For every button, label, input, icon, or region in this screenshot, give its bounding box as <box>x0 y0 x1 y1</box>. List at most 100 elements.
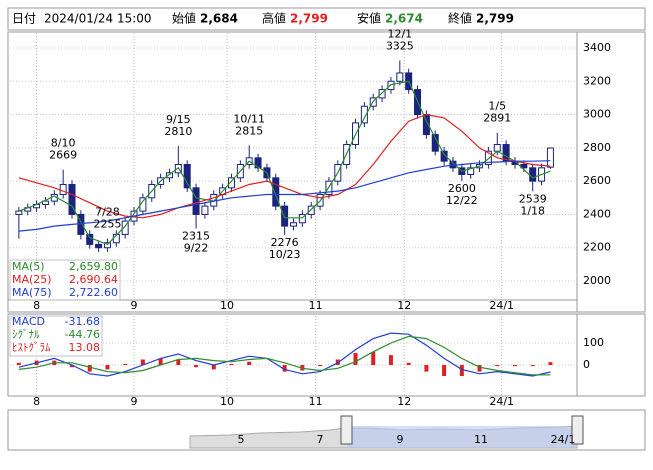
legend-name: MACD <box>12 315 45 328</box>
candle-body <box>86 233 94 245</box>
candle-body <box>165 172 173 179</box>
annotation: 2669 <box>49 149 77 162</box>
candle-body <box>467 167 475 175</box>
candle-body <box>227 177 235 189</box>
histogram-bar <box>282 365 287 372</box>
y-tick-label: 2400 <box>583 207 611 220</box>
histogram-bar <box>530 365 535 367</box>
histogram-bar <box>247 361 252 366</box>
annotation: 8/10 <box>51 137 76 150</box>
legend-name: ｼｸﾞﾅﾙ <box>12 328 40 341</box>
navigator-label: 24/1 <box>551 433 576 446</box>
histogram-bar <box>459 365 464 376</box>
histogram-bar <box>16 362 21 366</box>
candle-body <box>183 164 191 189</box>
histogram-bar <box>388 355 393 366</box>
candle-body <box>272 177 280 207</box>
series-line <box>18 160 551 232</box>
annotation: 12/22 <box>446 194 478 207</box>
x-tick-label: 12 <box>397 299 411 312</box>
candle-body <box>254 157 262 169</box>
series-line <box>18 332 551 377</box>
candle-body <box>396 72 404 82</box>
candle-body <box>484 150 492 166</box>
legend-name: MA(75) <box>12 286 52 299</box>
navigator-label: 7 <box>317 433 324 446</box>
histogram-bar <box>353 352 358 366</box>
histogram-bar <box>123 363 128 366</box>
candle-body <box>378 89 386 99</box>
legend-value: 2,690.64 <box>69 273 118 286</box>
histogram-bar <box>211 365 216 370</box>
y-tick-label: 2000 <box>583 274 611 287</box>
candle-body <box>529 167 537 182</box>
annotation: 1/5 <box>488 100 506 113</box>
annotation: 2891 <box>483 112 511 125</box>
candle-body <box>59 183 67 195</box>
x-tick-label: 9 <box>131 395 138 408</box>
annotation: 9/15 <box>166 113 191 126</box>
navigator-handle[interactable] <box>340 415 353 445</box>
legend-name: MA(5) <box>12 260 45 273</box>
annotation: 2276 <box>271 236 299 249</box>
navigator-selection[interactable] <box>347 426 578 448</box>
navigator-label: 5 <box>238 433 245 446</box>
histogram-bar <box>371 351 376 366</box>
candle-body <box>41 200 49 205</box>
header-value: 2,799 <box>290 12 328 26</box>
candle-body <box>493 144 501 152</box>
histogram-bar <box>406 362 411 366</box>
legend-value: 2,722.60 <box>69 286 118 299</box>
header-label: 始値 <box>172 11 196 26</box>
x-tick-label: 12 <box>397 395 411 408</box>
histogram-bar <box>194 365 199 368</box>
y-tick-label: 2600 <box>583 174 611 187</box>
histogram-bar <box>477 365 482 372</box>
candle-body <box>298 213 306 224</box>
candle-body <box>15 210 23 215</box>
x-tick-label: 10 <box>220 395 234 408</box>
histogram-bar <box>70 365 75 368</box>
legend-value: 2,659.80 <box>69 260 118 273</box>
x-tick-label: 10 <box>220 299 234 312</box>
candle-body <box>360 105 368 124</box>
x-tick-label: 8 <box>33 299 40 312</box>
header-value: 2,684 <box>200 12 238 26</box>
histogram-bar <box>548 362 553 366</box>
y-tick-label: 2200 <box>583 241 611 254</box>
x-tick-label: 11 <box>309 395 323 408</box>
annotation: 2600 <box>448 182 476 195</box>
annotation: 12/1 <box>387 27 412 40</box>
y-tick-label: 3000 <box>583 108 611 121</box>
legend-box <box>9 315 103 357</box>
y-tick-label: 100 <box>583 336 604 349</box>
header-value: 2,674 <box>385 12 423 26</box>
header-label: 安値 <box>357 11 381 26</box>
header-label: 終値 <box>448 11 472 26</box>
annotation: 10/11 <box>233 112 265 125</box>
x-tick-label: 11 <box>309 299 323 312</box>
annotation: 2255 <box>93 218 121 231</box>
candle-body <box>281 205 289 227</box>
histogram-bar <box>105 365 110 370</box>
header-box <box>7 7 646 31</box>
candle-body <box>546 147 554 168</box>
histogram-bar <box>442 365 447 376</box>
annotation: 7/28 <box>95 206 120 219</box>
candle-body <box>121 220 129 235</box>
navigator-handle[interactable] <box>571 415 584 445</box>
histogram-bar <box>495 365 500 367</box>
series-line <box>18 335 551 376</box>
annotation: 2815 <box>235 124 263 137</box>
legend-box <box>9 259 121 301</box>
header-label: 日付 <box>12 12 36 26</box>
candle-body <box>201 205 209 215</box>
candle-body <box>290 222 297 227</box>
header-value: 2024/01/24 15:00 <box>44 12 152 26</box>
y-tick-label: 0 <box>583 358 590 371</box>
annotation: 10/23 <box>269 248 301 261</box>
candle-body <box>95 243 103 249</box>
annotation: 2315 <box>182 230 210 243</box>
x-tick-label: 24/1 <box>489 299 514 312</box>
